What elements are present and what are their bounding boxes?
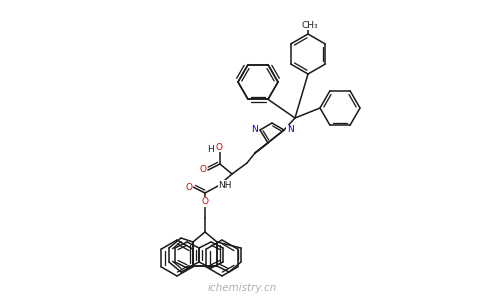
Text: NH: NH bbox=[218, 181, 232, 190]
Text: O: O bbox=[199, 166, 207, 175]
Text: N: N bbox=[287, 125, 293, 134]
Text: O: O bbox=[185, 182, 193, 191]
Text: N: N bbox=[251, 125, 257, 134]
Text: O: O bbox=[201, 197, 209, 206]
Text: CH₃: CH₃ bbox=[302, 20, 318, 29]
Text: H: H bbox=[207, 145, 213, 154]
Text: ichemistry.cn: ichemistry.cn bbox=[207, 283, 277, 293]
Text: O: O bbox=[215, 142, 223, 152]
